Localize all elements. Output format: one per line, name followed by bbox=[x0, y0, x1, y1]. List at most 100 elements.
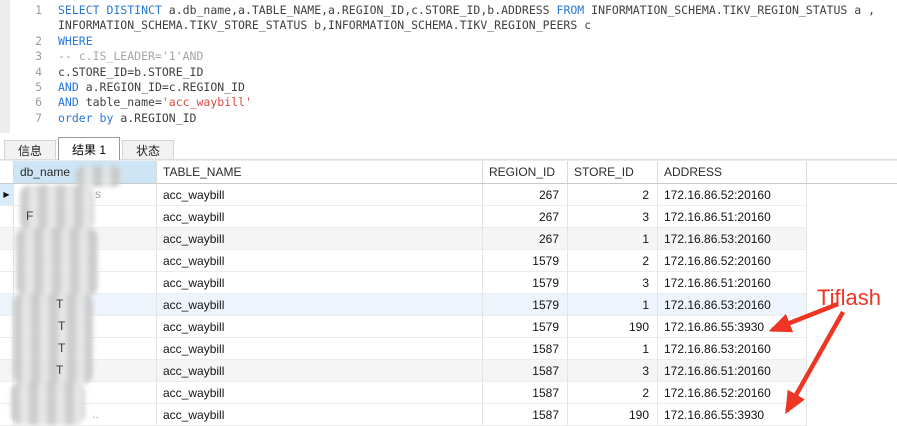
cell-region-id[interactable]: 1587 bbox=[483, 360, 568, 382]
column-header-store-id[interactable]: STORE_ID bbox=[568, 161, 658, 183]
cell-db-name[interactable] bbox=[14, 228, 157, 250]
cell-region-id[interactable]: 1587 bbox=[483, 382, 568, 404]
cell-region-id[interactable]: 1579 bbox=[483, 272, 568, 294]
cell-store-id[interactable]: 3 bbox=[568, 272, 658, 294]
row-selector-cell[interactable] bbox=[0, 338, 14, 360]
table-row: acc_waybill 1579 190 172.16.86.55:3930 bbox=[0, 316, 897, 338]
cell-db-name[interactable] bbox=[14, 338, 157, 360]
row-selector-cell[interactable] bbox=[0, 404, 14, 426]
result-tab-1[interactable]: 结果 1 bbox=[58, 137, 121, 160]
cell-store-id[interactable]: 1 bbox=[568, 338, 658, 360]
cell-region-id[interactable]: 1587 bbox=[483, 338, 568, 360]
row-selector-cell[interactable] bbox=[0, 228, 14, 250]
cell-address[interactable]: 172.16.86.55:3930 bbox=[658, 316, 807, 338]
row-selector-cell[interactable] bbox=[0, 250, 14, 272]
cell-store-id[interactable]: 3 bbox=[568, 206, 658, 228]
cell-db-name[interactable] bbox=[14, 316, 157, 338]
cell-table-name[interactable]: acc_waybill bbox=[157, 360, 483, 382]
cell-region-id[interactable]: 1579 bbox=[483, 250, 568, 272]
table-row: acc_waybill 1579 3 172.16.86.51:20160 bbox=[0, 272, 897, 294]
cell-region-id[interactable]: 267 bbox=[483, 228, 568, 250]
result-grid: db_name TABLE_NAME REGION_ID STORE_ID ADDRES… bbox=[0, 160, 897, 426]
cell-db-name[interactable] bbox=[14, 360, 157, 382]
cell-address[interactable]: 172.16.86.51:20160 bbox=[658, 206, 807, 228]
cell-table-name[interactable]: acc_waybill bbox=[157, 272, 483, 294]
cell-store-id[interactable]: 2 bbox=[568, 184, 658, 206]
grid-corner-cell bbox=[0, 161, 14, 183]
row-selector-cell[interactable]: ▶ bbox=[0, 184, 14, 206]
sql-token-plain: INFORMATION_SCHEMA.TIKV_REGION_STATUS a … bbox=[584, 3, 876, 17]
cell-region-id[interactable]: 267 bbox=[483, 206, 568, 228]
cell-address[interactable]: 172.16.86.55:3930 bbox=[658, 404, 807, 426]
cell-region-id[interactable]: 267 bbox=[483, 184, 568, 206]
code-line: 3 -- c.IS_LEADER='1'AND bbox=[10, 49, 875, 64]
cell-table-name[interactable]: acc_waybill bbox=[157, 404, 483, 426]
column-header-region-id[interactable]: REGION_ID bbox=[483, 161, 568, 183]
cell-table-name[interactable]: acc_waybill bbox=[157, 228, 483, 250]
cell-table-name[interactable]: acc_waybill bbox=[157, 206, 483, 228]
row-selector-cell[interactable] bbox=[0, 294, 14, 316]
cell-db-name[interactable] bbox=[14, 184, 157, 206]
line-number: 6 bbox=[35, 95, 42, 110]
line-number: 3 bbox=[35, 49, 42, 64]
code-line-text: c.STORE_ID=b.STORE_ID bbox=[42, 65, 203, 80]
result-tab-2[interactable]: 状态 bbox=[122, 140, 175, 159]
cell-address[interactable]: 172.16.86.52:20160 bbox=[658, 382, 807, 404]
code-line-text: -- c.IS_LEADER='1'AND bbox=[42, 49, 203, 64]
cell-store-id[interactable]: 190 bbox=[568, 316, 658, 338]
sql-token-keyword: FROM bbox=[556, 3, 585, 17]
cell-db-name[interactable] bbox=[14, 206, 157, 228]
cell-db-name[interactable] bbox=[14, 404, 157, 426]
cell-address[interactable]: 172.16.86.53:20160 bbox=[658, 228, 807, 250]
cell-table-name[interactable]: acc_waybill bbox=[157, 316, 483, 338]
line-number: 7 bbox=[35, 110, 42, 125]
code-line-text: WHERE bbox=[42, 34, 93, 49]
cell-region-id[interactable]: 1579 bbox=[483, 316, 568, 338]
row-filler bbox=[807, 184, 897, 206]
cell-address[interactable]: 172.16.86.53:20160 bbox=[658, 338, 807, 360]
cell-region-id[interactable]: 1587 bbox=[483, 404, 568, 426]
cell-address[interactable]: 172.16.86.52:20160 bbox=[658, 250, 807, 272]
column-header-address[interactable]: ADDRESS bbox=[658, 161, 807, 183]
row-selector-cell[interactable] bbox=[0, 206, 14, 228]
cell-db-name[interactable] bbox=[14, 250, 157, 272]
cell-table-name[interactable]: acc_waybill bbox=[157, 382, 483, 404]
sql-editor[interactable]: 1 SELECT DISTINCT a.db_name,a.TABLE_NAME,… bbox=[0, 0, 897, 133]
cell-store-id[interactable]: 190 bbox=[568, 404, 658, 426]
row-selector-cell[interactable] bbox=[0, 382, 14, 404]
cell-address[interactable]: 172.16.86.51:20160 bbox=[658, 360, 807, 382]
cell-store-id[interactable]: 1 bbox=[568, 228, 658, 250]
cell-store-id[interactable]: 3 bbox=[568, 360, 658, 382]
grid-header-filler bbox=[807, 161, 897, 183]
cell-address[interactable]: 172.16.86.52:20160 bbox=[658, 184, 807, 206]
cell-region-id[interactable]: 1579 bbox=[483, 294, 568, 316]
cell-db-name[interactable] bbox=[14, 272, 157, 294]
line-number: 5 bbox=[35, 79, 42, 94]
column-header-table-name[interactable]: TABLE_NAME bbox=[157, 161, 483, 183]
cell-table-name[interactable]: acc_waybill bbox=[157, 250, 483, 272]
cell-address[interactable]: 172.16.86.53:20160 bbox=[658, 294, 807, 316]
row-filler bbox=[807, 404, 897, 426]
grid-header-row: db_name TABLE_NAME REGION_ID STORE_ID ADDRES… bbox=[0, 160, 897, 184]
sql-token-plain: a.REGION_ID bbox=[113, 110, 197, 125]
cell-db-name[interactable] bbox=[14, 294, 157, 316]
cell-store-id[interactable]: 2 bbox=[568, 250, 658, 272]
row-selector-cell[interactable] bbox=[0, 272, 14, 294]
sql-token-plain: c.STORE_ID=b.STORE_ID bbox=[58, 64, 204, 79]
cell-store-id[interactable]: 1 bbox=[568, 294, 658, 316]
column-header-db-name[interactable]: db_name bbox=[14, 161, 157, 183]
table-row: acc_waybill 1579 2 172.16.86.52:20160 bbox=[0, 250, 897, 272]
code-line: 6 AND table_name='acc_waybill' bbox=[10, 95, 875, 110]
cell-store-id[interactable]: 2 bbox=[568, 382, 658, 404]
cell-table-name[interactable]: acc_waybill bbox=[157, 184, 483, 206]
result-tab-0[interactable]: 信息 bbox=[4, 140, 57, 159]
row-selector-cell[interactable] bbox=[0, 316, 14, 338]
sql-token-plain: a.REGION_ID=c.REGION_ID bbox=[78, 79, 245, 94]
code-line-text: SELECT DISTINCT a.db_name,a.TABLE_NAME,a… bbox=[42, 3, 875, 18]
cell-table-name[interactable]: acc_waybill bbox=[157, 294, 483, 316]
cell-address[interactable]: 172.16.86.51:20160 bbox=[658, 272, 807, 294]
row-selector-cell[interactable] bbox=[0, 360, 14, 382]
cell-table-name[interactable]: acc_waybill bbox=[157, 338, 483, 360]
cell-db-name[interactable] bbox=[14, 382, 157, 404]
sql-token-keyword: AND bbox=[58, 79, 79, 94]
